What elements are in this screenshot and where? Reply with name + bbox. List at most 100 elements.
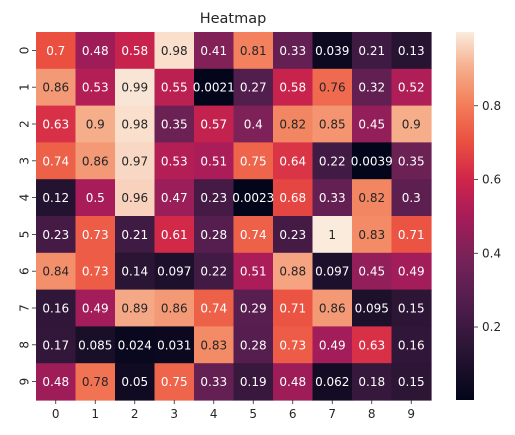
x-tick-label: 3 [170,407,178,421]
cell-label: 1 [328,228,336,242]
cell-label: 0.74 [42,154,69,168]
cell-label: 0.74 [200,302,227,316]
cell-label: 0.21 [358,44,385,58]
cell-label: 0.82 [358,191,385,205]
cell-label: 0.63 [42,118,69,132]
heatmap-cell [194,142,235,180]
heatmap-cell [154,142,195,180]
cell-label: 0.16 [42,302,69,316]
heatmap-cell [194,32,235,70]
heatmap-cell [194,289,235,327]
heatmap-cell [75,252,116,291]
cell-label: 0.58 [121,44,148,58]
cell-label: 0.17 [42,338,69,352]
heatmap-cell [115,68,156,107]
heatmap-cell [154,216,195,254]
heatmap-cell [115,142,156,180]
cell-label: 0.12 [42,191,69,205]
y-tick-label: 9 [18,378,32,386]
colorbar-tick-label: 0.4 [482,246,501,260]
cell-label: 0.4 [244,118,263,132]
heatmap-cell [352,363,393,401]
cell-label: 0.75 [240,154,267,168]
heatmap-cell [233,289,274,327]
heatmap-cell [273,363,314,401]
heatmap-cell [273,326,314,364]
heatmap-cell [154,68,195,107]
cell-label: 0.61 [161,228,188,242]
heatmap-cell [75,142,116,180]
colorbar [456,32,474,400]
heatmap-cell [36,142,77,180]
cell-label: 0.51 [240,265,267,279]
y-tick-label: 6 [18,267,32,275]
y-tick-label: 1 [18,83,32,91]
heatmap-cell [312,363,353,401]
heatmap-cell [233,68,274,107]
cell-label: 0.86 [161,302,188,316]
cell-label: 0.097 [315,265,349,279]
heatmap-cell [75,363,116,401]
y-tick-label: 2 [18,120,32,128]
heatmap-cell [391,105,432,143]
heatmap-cell [194,179,235,217]
heatmap-cell [36,68,77,107]
cell-label: 0.32 [358,81,385,95]
cell-label: 0.0021 [193,81,235,95]
cell-label: 0.99 [121,81,148,95]
heatmap-cell [352,32,393,70]
cell-label: 0.47 [161,191,188,205]
cell-label: 0.64 [279,154,306,168]
cell-label: 0.18 [358,375,385,389]
x-tick-label: 1 [91,407,99,421]
cell-label: 0.49 [319,338,346,352]
chart-title: Heatmap [200,11,267,27]
heatmap-cell [273,68,314,107]
cell-label: 0.73 [279,338,306,352]
cell-label: 0.58 [279,81,306,95]
heatmap-cell [352,179,393,217]
cell-label: 0.41 [200,44,227,58]
cell-label: 0.71 [279,302,306,316]
heatmap-cell [115,32,156,70]
cell-label: 0.097 [157,265,191,279]
heatmap-cell [312,179,353,217]
cell-label: 0.48 [279,375,306,389]
cell-label: 0.27 [240,81,267,95]
cell-label: 0.29 [240,302,267,316]
cell-label: 0.28 [240,338,267,352]
heatmap-cell [233,252,274,291]
cell-label: 0.89 [121,302,148,316]
cell-label: 0.83 [358,228,385,242]
heatmap-cell [154,363,195,401]
heatmap-cell [115,326,156,364]
cell-label: 0.75 [161,375,188,389]
heatmap-cell [312,68,353,107]
heatmap-cell [75,216,116,254]
cell-label: 0.14 [121,265,148,279]
cell-label: 0.86 [82,154,109,168]
cell-label: 0.84 [42,265,69,279]
heatmap-cell [233,179,274,217]
heatmap-cell [36,216,77,254]
heatmap-cell [75,68,116,107]
cell-label: 0.095 [355,302,389,316]
heatmap-cell [233,32,274,70]
cell-label: 0.96 [121,191,148,205]
y-tick-label: 3 [18,157,32,165]
heatmap-cell [312,32,353,70]
heatmap-cell [352,326,393,364]
heatmap-cell [154,252,195,291]
heatmap-cell [391,179,432,217]
heatmap-cells [36,32,432,401]
heatmap-cell [115,179,156,217]
cell-label: 0.9 [86,118,105,132]
y-tick-label: 5 [18,231,32,239]
heatmap-cell [391,32,432,70]
x-tick-label: 2 [131,407,139,421]
heatmap-cell [233,142,274,180]
cell-label: 0.35 [398,154,425,168]
cell-label: 0.0039 [351,154,393,168]
cell-label: 0.85 [319,118,346,132]
